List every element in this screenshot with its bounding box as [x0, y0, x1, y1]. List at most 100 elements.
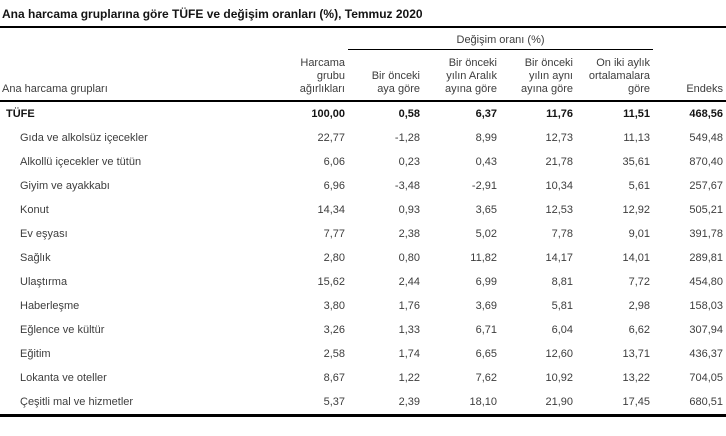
cell-yearly: 5,81	[551, 300, 573, 312]
cell-yearly: 11,76	[546, 108, 573, 120]
row-label: Eğlence ve kültür	[20, 324, 105, 336]
table-row: Alkollü içecekler ve tütün 6,06 0,23 0,4…	[0, 150, 726, 174]
cell-weight: 6,96	[323, 180, 345, 192]
cell-index: 289,81	[689, 252, 724, 264]
cell-monthly: -3,48	[394, 180, 420, 192]
cell-monthly: 0,93	[398, 204, 420, 216]
cell-monthly: 1,33	[398, 324, 420, 336]
cell-index: 436,37	[689, 348, 724, 360]
cell-weight: 2,58	[323, 348, 345, 360]
cell-since-december: 6,71	[475, 324, 497, 336]
cell-monthly: -1,28	[394, 132, 420, 144]
table-row: Eğitim 2,58 1,74 6,65 12,60 13,71 436,37	[0, 342, 726, 366]
cell-weight: 2,80	[323, 252, 345, 264]
cell-weight: 5,37	[323, 396, 345, 408]
cell-index: 468,56	[689, 108, 724, 120]
row-label: Sağlık	[20, 252, 51, 264]
cell-monthly: 0,80	[398, 252, 420, 264]
cell-yearly: 6,04	[551, 324, 573, 336]
row-label: Ev eşyası	[20, 228, 68, 240]
cell-index: 505,21	[689, 204, 724, 216]
table-row: Ulaştırma 15,62 2,44 6,99 8,81 7,72 454,…	[0, 270, 726, 294]
cell-weight: 8,67	[323, 372, 345, 384]
row-label: Eğitim	[20, 348, 51, 360]
cell-yearly: 10,34	[545, 180, 573, 192]
table-row: Sağlık 2,80 0,80 11,82 14,17 14,01 289,8…	[0, 246, 726, 270]
table-row: Giyim ve ayakkabı 6,96 -3,48 -2,91 10,34…	[0, 174, 726, 198]
cell-weight: 22,77	[317, 132, 345, 144]
cell-twelve-month-avg: 14,01	[622, 252, 651, 264]
cell-yearly: 12,60	[545, 348, 573, 360]
table-row: Haberleşme 3,80 1,76 3,69 5,81 2,98 158,…	[0, 294, 726, 318]
table-row: Lokanta ve oteller 8,67 1,22 7,62 10,92 …	[0, 366, 726, 390]
cell-twelve-month-avg: 11,13	[623, 132, 651, 144]
table-row: Çeşitli mal ve hizmetler 5,37 2,39 18,10…	[0, 390, 726, 416]
cell-twelve-month-avg: 9,01	[628, 228, 651, 240]
row-label: Lokanta ve oteller	[20, 372, 107, 384]
cell-monthly: 0,23	[398, 156, 420, 168]
row-label: TÜFE	[6, 108, 35, 120]
cell-monthly: 1,74	[398, 348, 420, 360]
cell-twelve-month-avg: 13,22	[622, 372, 651, 384]
cell-yearly: 12,53	[545, 204, 573, 216]
cell-twelve-month-avg: 13,71	[622, 348, 651, 360]
cell-index: 391,78	[689, 228, 724, 240]
cell-twelve-month-avg: 35,61	[622, 156, 651, 168]
cell-yearly: 14,17	[545, 252, 573, 264]
cell-twelve-month-avg: 2,98	[628, 300, 651, 312]
cell-index: 704,05	[689, 372, 724, 384]
column-header-monthly: Bir önceki aya göre	[348, 49, 423, 102]
cell-yearly: 21,78	[545, 156, 573, 168]
cell-yearly: 10,92	[545, 372, 573, 384]
cell-yearly: 12,73	[545, 132, 573, 144]
cell-weight: 7,77	[323, 228, 345, 240]
cell-monthly: 1,22	[398, 372, 420, 384]
cell-yearly: 7,78	[551, 228, 573, 240]
page-title: Ana harcama gruplarına göre TÜFE ve deği…	[0, 0, 726, 28]
cell-twelve-month-avg: 17,45	[622, 396, 651, 408]
row-label: Ulaştırma	[20, 276, 68, 288]
row-label: Gıda ve alkolsüz içecekler	[20, 132, 148, 144]
cell-index: 158,03	[689, 300, 724, 312]
cell-since-december: 6,99	[475, 276, 497, 288]
column-header-yearly: Bir önceki yılın aynı ayına göre	[500, 49, 576, 102]
cell-since-december: 11,82	[470, 252, 497, 264]
cell-index: 549,48	[689, 132, 724, 144]
row-label: Konut	[20, 204, 49, 216]
column-header-row: Ana harcama grupları Harcama grubu ağırl…	[0, 49, 726, 102]
column-header-weight: Harcama grubu ağırlıkları	[270, 49, 348, 102]
cell-yearly: 21,90	[545, 396, 573, 408]
cell-twelve-month-avg: 11,51	[623, 108, 651, 120]
cpi-table: Değişim oranı (%) Ana harcama grupları H…	[0, 28, 726, 417]
cell-twelve-month-avg: 7,72	[628, 276, 651, 288]
cell-weight: 3,26	[323, 324, 345, 336]
table-row: Konut 14,34 0,93 3,65 12,53 12,92 505,21	[0, 198, 726, 222]
cell-weight: 3,80	[323, 300, 345, 312]
cell-weight: 6,06	[323, 156, 345, 168]
cell-weight: 14,34	[317, 204, 345, 216]
table-row: Gıda ve alkolsüz içecekler 22,77 -1,28 8…	[0, 126, 726, 150]
cell-index: 307,94	[689, 324, 724, 336]
cell-twelve-month-avg: 12,92	[622, 204, 651, 216]
cell-index: 454,80	[689, 276, 724, 288]
span-header-row: Değişim oranı (%)	[0, 28, 726, 50]
table-row: Ev eşyası 7,77 2,38 5,02 7,78 9,01 391,7…	[0, 222, 726, 246]
column-header-since-december: Bir önceki yılın Aralık ayına göre	[423, 49, 500, 102]
cell-since-december: 8,99	[475, 132, 497, 144]
cell-index: 680,51	[689, 396, 724, 408]
cell-index: 870,40	[689, 156, 724, 168]
row-label: Alkollü içecekler ve tütün	[20, 156, 142, 168]
span-header-spacer-right	[653, 28, 726, 50]
cell-since-december: 6,37	[475, 108, 497, 120]
span-header-spacer	[0, 28, 348, 50]
column-header-group: Ana harcama grupları	[0, 49, 270, 102]
table-header: Değişim oranı (%) Ana harcama grupları H…	[0, 28, 726, 102]
cell-twelve-month-avg: 6,62	[628, 324, 651, 336]
cell-since-december: 0,43	[475, 156, 497, 168]
table-row-tufe: TÜFE 100,00 0,58 6,37 11,76 11,51 468,56	[0, 101, 726, 126]
cell-weight: 100,00	[311, 108, 345, 120]
row-label: Çeşitli mal ve hizmetler	[20, 396, 134, 408]
cell-twelve-month-avg: 5,61	[628, 180, 651, 192]
cell-monthly: 2,38	[398, 228, 420, 240]
table-body: TÜFE 100,00 0,58 6,37 11,76 11,51 468,56…	[0, 101, 726, 416]
